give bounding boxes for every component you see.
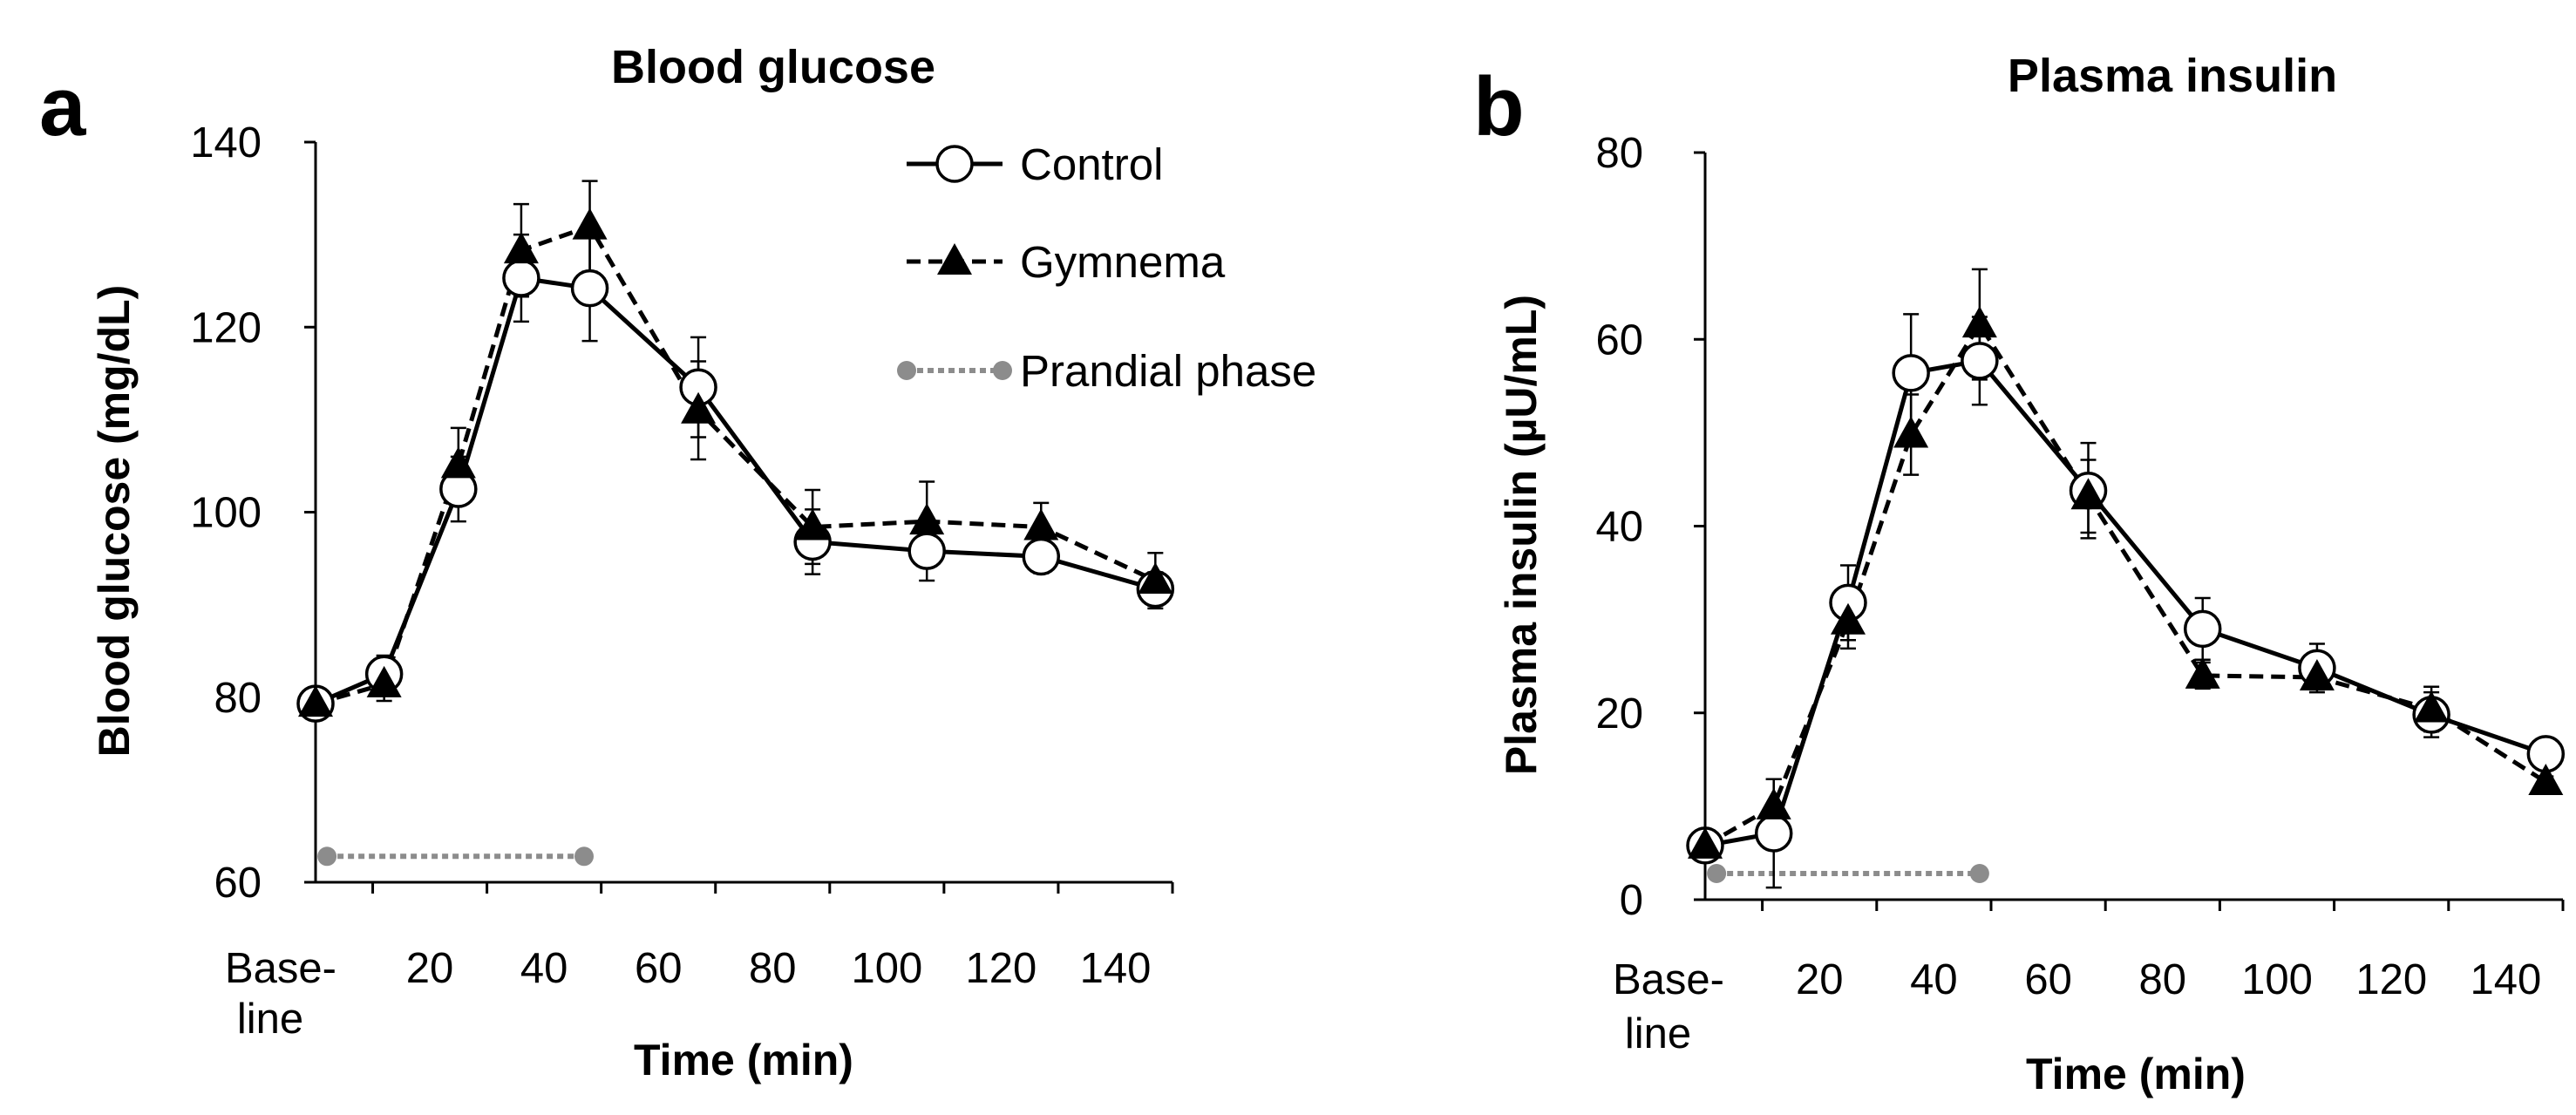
legend-item-prandial: Prandial phase (897, 346, 1316, 396)
x-tick-label: 60 (635, 945, 683, 992)
data-point (440, 446, 476, 479)
series-line (1703, 320, 2547, 848)
prandial-phase-dot (574, 846, 595, 867)
data-point (570, 269, 609, 308)
y-axis-title: Blood glucose (mg/dL) (90, 285, 139, 758)
data-point (1023, 508, 1059, 541)
legend-marker (897, 361, 916, 380)
data-point (1961, 306, 1997, 338)
data-point (1688, 826, 1723, 859)
x-tick-label: 40 (520, 945, 568, 992)
x-tick-label: 20 (406, 945, 454, 992)
y-axis-title: Plasma insulin (µU/mL) (1497, 295, 1546, 775)
x-tick-label: 140 (2471, 956, 2542, 1003)
markers-control (296, 259, 1175, 723)
x-tick-label: 100 (2241, 956, 2313, 1003)
y-tick-label: 60 (214, 860, 262, 907)
chart-title: Plasma insulin (2008, 50, 2337, 102)
chart-panel-b: b Plasma insulin 0 20 40 60 80 Base-line 20 40 60 8… (1473, 50, 2566, 1098)
data-point (795, 508, 831, 541)
legend-label-control: Control (1020, 139, 1163, 189)
data-point (909, 503, 945, 535)
series-control (308, 233, 1164, 711)
y-tick-label: 100 (190, 490, 262, 537)
x-tick-label-baseline: Base-line (225, 945, 336, 1043)
data-point (2414, 690, 2450, 723)
y-tick-label: 120 (190, 304, 262, 351)
data-point (1892, 354, 1930, 392)
data-point (1893, 416, 1929, 448)
prandial-phase-dot (1969, 864, 1989, 884)
data-point (503, 232, 539, 264)
chart-panel-a: a Blood glucose 60 80 100 120 140 Base-line 20 40… (39, 41, 1175, 1084)
x-tick-label: 120 (966, 945, 1037, 992)
y-tick-label: 80 (214, 675, 262, 722)
data-point (907, 532, 946, 570)
data-point (1831, 602, 1866, 635)
x-tick-label: 140 (1080, 945, 1152, 992)
y-tick-label: 0 (1620, 877, 1643, 924)
data-point (2070, 478, 2106, 510)
data-point (572, 207, 608, 240)
legend-item-control: Control (907, 139, 1163, 189)
chart-title: Blood glucose (611, 41, 935, 93)
x-tick-label: 100 (851, 945, 922, 992)
x-tick-label: 40 (1910, 956, 1958, 1003)
markers-gymnema (1688, 306, 2564, 859)
x-tick-label: 80 (749, 945, 797, 992)
series-line (315, 223, 1157, 706)
data-point (1961, 342, 1999, 380)
series-line (315, 275, 1156, 706)
data-point (2528, 764, 2564, 796)
legend-item-gymnema: Gymnema (907, 237, 1226, 287)
y-tick-label: 40 (1595, 504, 1643, 551)
data-point (681, 391, 717, 424)
x-tick-label-line: Base- (225, 945, 336, 992)
data-point (1754, 814, 1793, 853)
x-tick-label: 60 (2024, 956, 2072, 1003)
y-tick-label: 20 (1595, 690, 1643, 738)
markers-control (1686, 342, 2566, 865)
x-tick-label-baseline: Base-line (1613, 956, 1724, 1057)
x-tick-label-line: Base- (1613, 956, 1724, 1003)
y-tick-label: 140 (190, 119, 262, 167)
markers-gymnema (298, 207, 1173, 717)
legend-marker (935, 145, 974, 183)
panel-letter: a (39, 60, 86, 153)
x-tick-label-line: line (237, 996, 303, 1043)
prandial-phase-dot (1707, 864, 1727, 884)
series-gymnema (1697, 268, 2554, 853)
y-tick-label: 60 (1595, 316, 1643, 364)
x-axis-title: Time (min) (2026, 1050, 2246, 1098)
data-point (502, 259, 540, 297)
x-axis-title: Time (min) (634, 1036, 853, 1084)
data-point (1756, 787, 1791, 819)
y-tick-label: 80 (1595, 130, 1643, 177)
x-tick-label-line: line (1625, 1010, 1691, 1057)
data-point (2183, 609, 2222, 649)
x-tick-label: 80 (2139, 956, 2187, 1003)
data-point (1022, 537, 1061, 576)
legend-marker (993, 361, 1012, 380)
data-point (2185, 656, 2220, 689)
legend-label-gymnema: Gymnema (1020, 237, 1226, 287)
series-control (1697, 313, 2554, 889)
data-point (298, 685, 333, 717)
prandial-phase-dot (317, 846, 337, 867)
legend-label-prandial: Prandial phase (1020, 346, 1316, 396)
panel-letter: b (1473, 60, 1525, 153)
legend: Control Gymnema Prandial phase (897, 139, 1316, 396)
x-tick-label: 120 (2355, 956, 2427, 1003)
data-point (366, 665, 402, 697)
x-tick-label: 20 (1796, 956, 1844, 1003)
data-point (1138, 562, 1173, 595)
legend-marker (937, 243, 972, 275)
data-point (2299, 659, 2335, 691)
